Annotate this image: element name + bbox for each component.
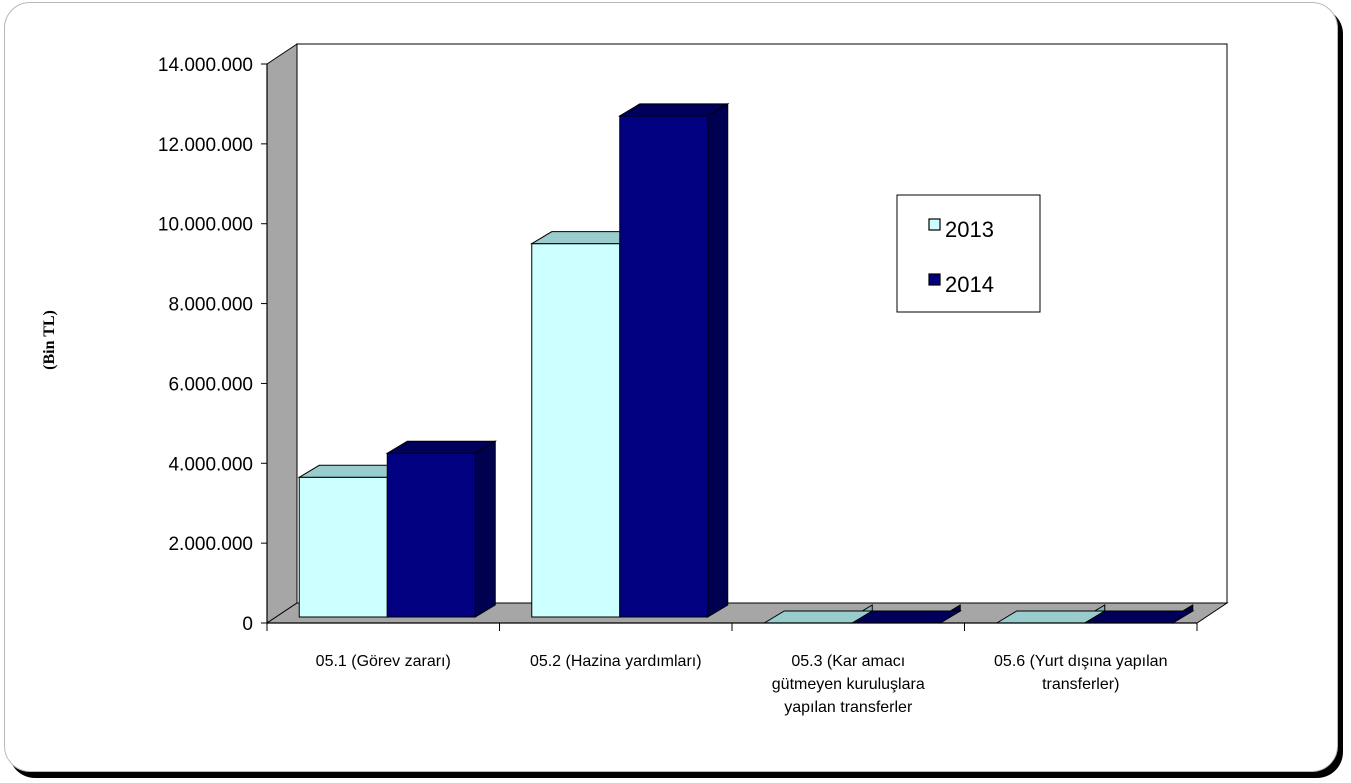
y-axis: 0 2.000.000 4.000.000 6.000.000 8.000.000 10.… bbox=[158, 55, 268, 635]
bar-front bbox=[298, 476, 388, 618]
y-tick-label: 14.000.000 bbox=[158, 55, 253, 76]
x-tick-label: 05.2 (Hazina yardımları) bbox=[530, 653, 702, 670]
side-wall bbox=[266, 43, 298, 624]
x-tick-label-line: 05.2 (Hazina yardımları) bbox=[530, 653, 702, 670]
bar-side bbox=[474, 440, 496, 618]
y-tick-label: 10.000.000 bbox=[158, 215, 253, 236]
y-tick-label: 0 bbox=[242, 614, 253, 635]
bar-2014-3 bbox=[850, 604, 963, 624]
bar-top bbox=[617, 103, 730, 117]
legend: 2013 2014 bbox=[896, 194, 1041, 313]
legend-label-2014: 2014 bbox=[945, 272, 994, 297]
x-tick-label-line: 05.3 (Kar amacı bbox=[791, 653, 905, 670]
x-tick-label-line: yapılan transferler bbox=[784, 699, 913, 716]
y-tick-label: 2.000.000 bbox=[168, 534, 253, 555]
legend-box bbox=[896, 194, 1041, 313]
x-tick-label-line: transferler) bbox=[1042, 676, 1119, 693]
bar-side bbox=[707, 103, 729, 618]
bar-2013-2 bbox=[529, 230, 642, 618]
x-tick-label: 05.3 (Kar amacı gütmeyen kuruluşlara yapıl… bbox=[772, 653, 925, 716]
bar-2014-1 bbox=[385, 440, 498, 618]
y-tick-label: 6.000.000 bbox=[168, 374, 253, 395]
x-tick-label-line: gütmeyen kuruluşlara bbox=[772, 676, 925, 693]
bar-top bbox=[1082, 610, 1195, 624]
bar-2014-4 bbox=[1082, 604, 1195, 624]
x-tick-label: 05.1 (Görev zararı) bbox=[316, 653, 451, 670]
bar-2014-2 bbox=[617, 103, 730, 618]
y-tick-label: 4.000.000 bbox=[168, 454, 253, 475]
bar-front bbox=[386, 452, 476, 618]
legend-swatch-2013 bbox=[928, 218, 941, 231]
bar-front bbox=[531, 243, 621, 618]
y-tick-label: 8.000.000 bbox=[168, 295, 253, 316]
y-axis-label: (Bin TL) bbox=[41, 310, 58, 370]
bar-2013-4 bbox=[994, 604, 1107, 624]
legend-label-2013: 2013 bbox=[945, 217, 994, 242]
legend-swatch-2014 bbox=[928, 273, 941, 286]
bars bbox=[297, 103, 1195, 624]
x-tick-label: 05.6 (Yurt dışına yapılan transferler) bbox=[994, 653, 1167, 693]
bar-top bbox=[850, 610, 963, 624]
y-tick-label: 12.000.000 bbox=[158, 135, 253, 156]
bar-front bbox=[619, 115, 709, 618]
bar-top bbox=[385, 440, 498, 454]
x-tick-label-line: 05.1 (Görev zararı) bbox=[316, 653, 451, 670]
x-axis: 05.1 (Görev zararı) 05.2 (Hazina yardımla… bbox=[266, 622, 1198, 716]
x-tick-label-line: 05.6 (Yurt dışına yapılan bbox=[994, 653, 1167, 670]
